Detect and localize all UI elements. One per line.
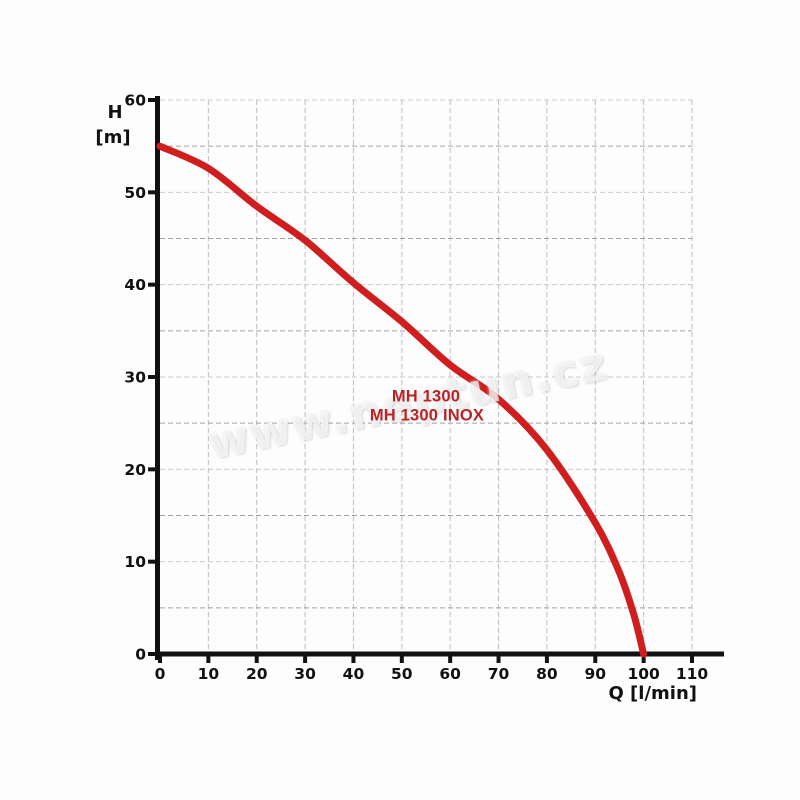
- x-tick: [254, 655, 259, 663]
- x-tick-label: 60: [439, 665, 461, 683]
- x-tick: [448, 655, 453, 663]
- y-axis-title: H: [107, 102, 122, 123]
- x-tick-label: 110: [676, 665, 709, 683]
- y-tick: [148, 375, 156, 379]
- x-tick: [158, 655, 162, 663]
- y-tick-label: 10: [124, 553, 146, 571]
- x-tick-label: 70: [488, 665, 510, 683]
- series-label: MH 1300 INOX: [369, 406, 485, 425]
- y-tick: [148, 559, 156, 564]
- x-tick: [351, 655, 356, 663]
- x-axis: [155, 651, 724, 657]
- x-tick: [303, 655, 308, 663]
- pump-curve: [156, 142, 648, 658]
- x-tick: [690, 655, 694, 663]
- x-tick-label: 40: [343, 665, 365, 683]
- y-tick: [148, 98, 156, 102]
- y-tick: [148, 467, 156, 472]
- y-tick-label: 0: [135, 646, 146, 664]
- y-tick: [148, 652, 156, 656]
- y-tick-label: 40: [124, 276, 146, 294]
- y-axis-title-units: [m]: [95, 127, 130, 148]
- x-tick: [544, 655, 549, 663]
- x-tick-label: 30: [294, 665, 316, 683]
- x-tick-label: 100: [627, 665, 660, 683]
- x-tick-label: 0: [155, 665, 166, 683]
- y-tick: [148, 282, 156, 287]
- x-tick-label: 20: [246, 665, 268, 683]
- x-tick-label: 10: [198, 665, 220, 683]
- y-axis: [155, 96, 160, 660]
- x-axis-title: Q [l/min]: [608, 683, 697, 704]
- x-tick-label: 50: [391, 665, 413, 683]
- series-label: MH 1300: [391, 387, 461, 406]
- x-tick: [399, 655, 404, 663]
- x-tick: [641, 655, 646, 663]
- y-tick-label: 60: [124, 92, 146, 110]
- y-tick: [148, 190, 156, 195]
- y-tick-label: 50: [124, 184, 146, 202]
- x-tick: [593, 655, 598, 663]
- x-tick: [496, 655, 501, 663]
- x-tick-label: 80: [536, 665, 558, 683]
- x-tick: [206, 655, 211, 663]
- y-tick-label: 20: [124, 461, 146, 479]
- y-tick-label: 30: [124, 369, 146, 387]
- x-tick-label: 90: [584, 665, 606, 683]
